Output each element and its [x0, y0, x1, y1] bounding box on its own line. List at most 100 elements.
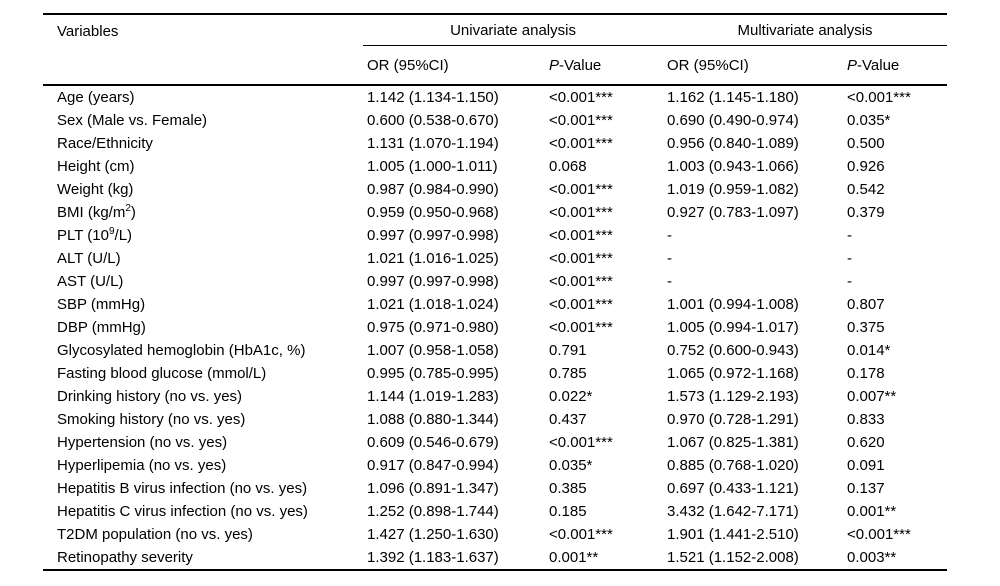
multi-or-cell: - — [667, 227, 673, 244]
uni-pvalue-cell: 0.035* — [549, 457, 593, 474]
multi-pvalue-cell: 0.137 — [847, 480, 885, 497]
variable-cell: Smoking history (no vs. yes) — [57, 411, 246, 428]
uni-or-cell: 1.088 (0.880-1.344) — [367, 411, 499, 428]
uni-pvalue-cell: <0.001*** — [549, 319, 613, 336]
multi-or-cell: 1.901 (1.441-2.510) — [667, 526, 799, 543]
uni-or-cell: 1.131 (1.070-1.194) — [367, 135, 499, 152]
uni-or-cell: 0.987 (0.984-0.990) — [367, 181, 499, 198]
multi-pvalue-cell: <0.001*** — [847, 526, 911, 543]
variable-cell: Hepatitis C virus infection (no vs. yes) — [57, 503, 308, 520]
table-row: AST (U/L) 0.997 (0.997-0.998) <0.001*** - - — [43, 270, 947, 293]
multi-or-cell: 1.019 (0.959-1.082) — [667, 181, 799, 198]
sub-header-row: OR (95%CI) P-Value OR (95%CI) P-Value — [43, 46, 947, 86]
table-row: Weight (kg) 0.987 (0.984-0.990) <0.001*** 1… — [43, 178, 947, 201]
uni-pvalue-cell: 0.001** — [549, 549, 599, 566]
table-row: PLT (109/L) 0.997 (0.997-0.998) <0.001*** -… — [43, 224, 947, 247]
multi-pvalue-cell: 0.014* — [847, 342, 891, 359]
table-row: Retinopathy severity 1.392 (1.183-1.637) 0… — [43, 546, 947, 570]
variable-cell: BMI (kg/m2) — [57, 203, 136, 222]
multi-or-cell: 0.690 (0.490-0.974) — [667, 112, 799, 129]
p-rest: -Value — [857, 56, 900, 74]
uni-or-cell: 0.959 (0.950-0.968) — [367, 204, 499, 221]
variable-cell: Hypertension (no vs. yes) — [57, 434, 228, 451]
uni-or-cell: 1.007 (0.958-1.058) — [367, 342, 499, 359]
multi-or-cell: 3.432 (1.642-7.171) — [667, 503, 799, 520]
multi-pvalue-cell: 0.379 — [847, 204, 885, 221]
uni-pvalue-cell: <0.001*** — [549, 181, 613, 198]
table-row: Smoking history (no vs. yes) 1.088 (0.880… — [43, 408, 947, 431]
multi-or-cell: 1.573 (1.129-2.193) — [667, 388, 799, 405]
uni-pvalue-cell: <0.001*** — [549, 204, 613, 221]
multi-or-cell: 0.885 (0.768-1.020) — [667, 457, 799, 474]
variable-cell: Race/Ethnicity — [57, 135, 153, 152]
multi-pvalue-cell: 0.833 — [847, 411, 885, 428]
table-row: Race/Ethnicity 1.131 (1.070-1.194) <0.001*… — [43, 132, 947, 155]
multi-pvalue-cell: 0.620 — [847, 434, 885, 451]
table-row: BMI (kg/m2) 0.959 (0.950-0.968) <0.001*** 0… — [43, 201, 947, 224]
regression-results-table: Variables Univariate analysis Multivaria… — [43, 13, 948, 571]
multi-pvalue-cell: 0.035* — [847, 112, 891, 129]
multi-pvalue-cell: 0.001** — [847, 503, 897, 520]
uni-pvalue-cell: <0.001*** — [549, 296, 613, 313]
multi-or-cell: 0.927 (0.783-1.097) — [667, 204, 799, 221]
uni-or-cell: 1.427 (1.250-1.630) — [367, 526, 499, 543]
uni-pvalue-cell: <0.001*** — [545, 84, 664, 109]
uni-or-cell: 1.142 (1.134-1.150) — [363, 84, 545, 109]
multi-or-cell: 1.067 (0.825-1.381) — [667, 434, 799, 451]
uni-or-cell: 1.021 (1.016-1.025) — [367, 250, 499, 267]
variable-cell: Sex (Male vs. Female) — [57, 112, 208, 129]
uni-pvalue-cell: <0.001*** — [549, 135, 613, 152]
uni-pvalue-cell: <0.001*** — [549, 250, 613, 267]
col-header-or-univariate: OR (95%CI) — [363, 46, 545, 86]
multi-or-cell: 1.065 (0.972-1.168) — [667, 365, 799, 382]
table-row: Height (cm) 1.005 (1.000-1.011) 0.068 1.003… — [43, 155, 947, 178]
multi-or-cell: - — [667, 250, 673, 267]
variable-cell: SBP (mmHg) — [57, 296, 146, 313]
uni-pvalue-cell: <0.001*** — [549, 526, 613, 543]
uni-or-cell: 0.609 (0.546-0.679) — [367, 434, 499, 451]
multi-or-cell: 0.697 (0.433-1.121) — [667, 480, 799, 497]
table-row: SBP (mmHg) 1.021 (1.018-1.024) <0.001*** 1.… — [43, 293, 947, 316]
col-header-pvalue-multivariate: P-Value — [843, 46, 947, 86]
multi-or-cell: 1.162 (1.145-1.180) — [663, 84, 844, 109]
uni-or-cell: 1.021 (1.018-1.024) — [367, 296, 499, 313]
uni-pvalue-cell: 0.385 — [549, 480, 587, 497]
table-header: Variables Univariate analysis Multivaria… — [43, 14, 948, 86]
superscript: 2 — [125, 203, 131, 214]
table-row: Glycosylated hemoglobin (HbA1c, %) 1.007 … — [43, 339, 947, 362]
variable-cell: Fasting blood glucose (mmol/L) — [57, 365, 267, 382]
variable-cell: PLT (109/L) — [57, 226, 133, 245]
multi-or-cell: 0.970 (0.728-1.291) — [667, 411, 799, 428]
or-label: OR (95%CI) — [367, 56, 449, 74]
multi-pvalue-cell: 0.091 — [847, 457, 885, 474]
multi-pvalue-cell: 0.926 — [847, 158, 885, 175]
uni-pvalue-cell: 0.068 — [549, 158, 587, 175]
variable-cell: Glycosylated hemoglobin (HbA1c, %) — [57, 342, 306, 359]
uni-pvalue-cell: 0.791 — [549, 342, 587, 359]
uni-or-cell: 1.096 (0.891-1.347) — [367, 480, 499, 497]
variable-cell: Height (cm) — [57, 158, 135, 175]
multi-or-cell: 0.752 (0.600-0.943) — [667, 342, 799, 359]
uni-or-cell: 1.392 (1.183-1.637) — [367, 549, 499, 566]
table-row: Hepatitis C virus infection (no vs. yes)… — [43, 500, 947, 523]
multi-or-cell: 0.956 (0.840-1.089) — [667, 135, 799, 152]
col-header-variables: Variables — [57, 23, 119, 40]
table-row: T2DM population (no vs. yes) 1.427 (1.250… — [43, 523, 947, 546]
variable-cell: Drinking history (no vs. yes) — [57, 388, 243, 405]
p-italic: P — [847, 56, 858, 74]
variable-cell: AST (U/L) — [57, 273, 124, 290]
multi-pvalue-cell: <0.001*** — [843, 84, 948, 109]
multi-pvalue-cell: - — [847, 227, 853, 244]
variable-cell: ALT (U/L) — [57, 250, 121, 267]
or-label: OR (95%CI) — [667, 56, 749, 74]
table-row: DBP (mmHg) 0.975 (0.971-0.980) <0.001*** 1.… — [43, 316, 947, 339]
variable-cell: T2DM population (no vs. yes) — [57, 526, 253, 543]
table-row: Age (years) 1.142 (1.134-1.150) <0.001*** 1… — [43, 84, 948, 109]
multi-pvalue-cell: 0.500 — [847, 135, 885, 152]
variable-cell: Weight (kg) — [57, 181, 134, 198]
uni-or-cell: 1.144 (1.019-1.283) — [367, 388, 499, 405]
multi-pvalue-cell: - — [847, 273, 853, 290]
uni-or-cell: 0.997 (0.997-0.998) — [367, 227, 499, 244]
table-row: Fasting blood glucose (mmol/L) 0.995 (0.7… — [43, 362, 947, 385]
